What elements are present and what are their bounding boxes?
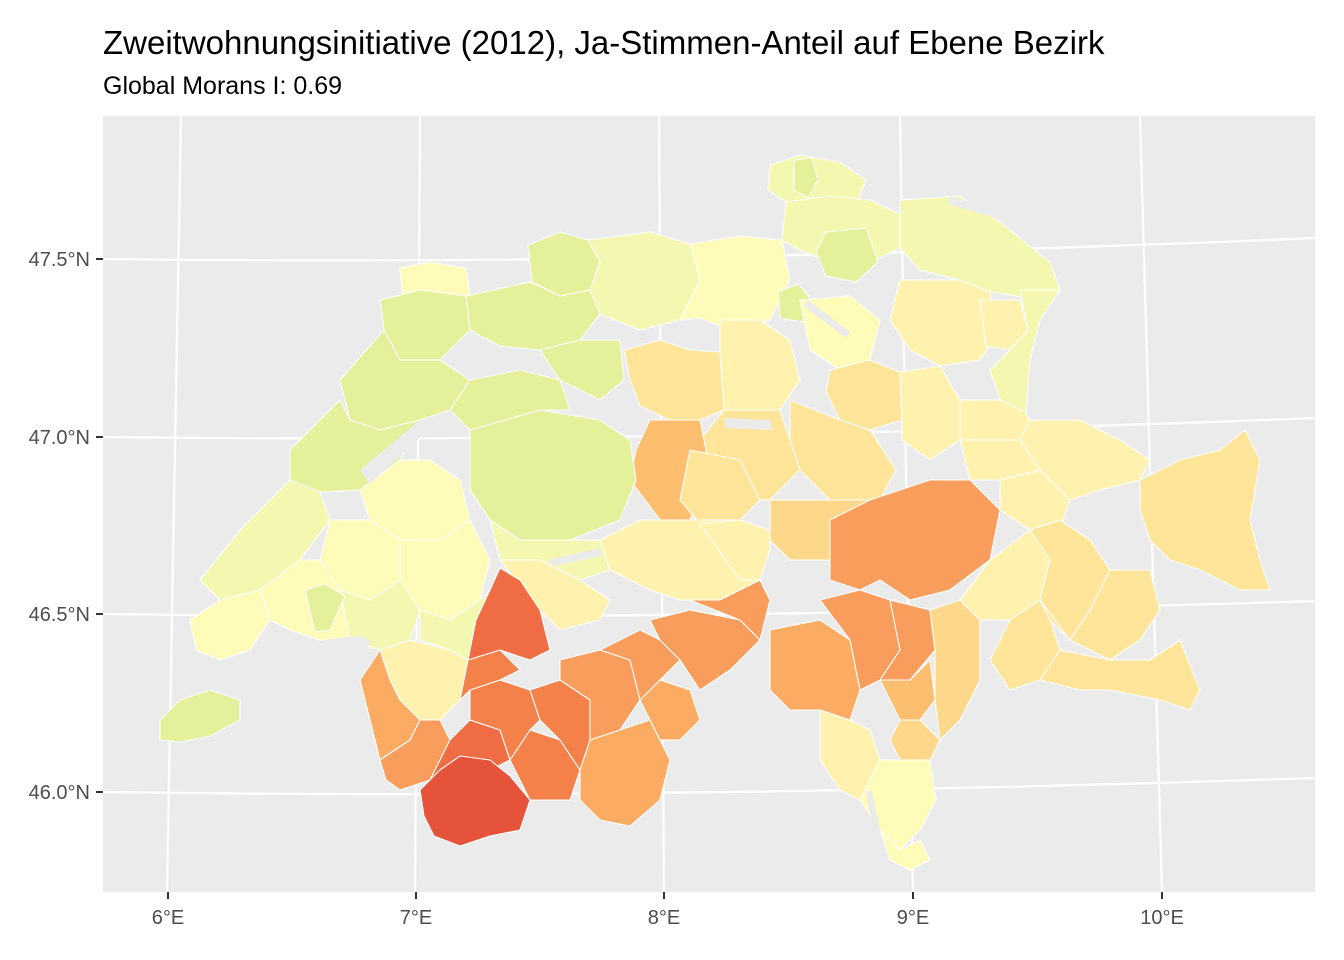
lake-maggiore: [866, 790, 880, 834]
region-sion: [469, 679, 541, 761]
region-schaffhausen-core: [793, 157, 819, 199]
y-label-46-0: 46.0°N: [29, 782, 90, 804]
region-zug-schwyz: [825, 359, 903, 431]
lake-zurich: [804, 300, 850, 338]
region-landquart: [1019, 419, 1151, 501]
region-maloja: [1039, 639, 1201, 711]
region-frutigen: [499, 559, 611, 631]
region-lausanne-saanen: [467, 567, 551, 661]
graticule-lat-46-0: [103, 776, 1315, 796]
region-oberhasli: [699, 519, 771, 581]
region-vaud-lake: [304, 583, 346, 633]
region-engiadina: [1039, 569, 1161, 661]
x-label-8: 8°E: [648, 907, 680, 929]
graticule-lon-6: [165, 116, 183, 892]
region-schwyz-march: [899, 365, 961, 461]
lake-constance: [948, 196, 1000, 218]
y-label-46-5: 46.5°N: [29, 604, 90, 626]
region-bern-mittelland: [469, 409, 637, 541]
lake-thun: [548, 548, 602, 566]
region-raron: [599, 629, 681, 701]
region-aargau-west: [587, 231, 701, 331]
y-label-47-5: 47.5°N: [29, 249, 90, 271]
x-label-9: 9°E: [897, 907, 929, 929]
x-label-7: 7°E: [400, 907, 432, 929]
region-lucerne: [623, 339, 725, 421]
axis-labels: 47.5°N 47.0°N 46.5°N 46.0°N 6°E 7°E 8°E …: [29, 249, 1184, 929]
map-title: Zweitwohnungsinitiative (2012), Ja-Stimm…: [103, 24, 1105, 61]
axis-ticks: [96, 258, 1163, 899]
y-label-47-0: 47.0°N: [29, 427, 90, 449]
region-visp: [579, 719, 671, 827]
region-brig: [639, 679, 701, 741]
region-valais-upper: [689, 579, 771, 641]
region-lugano: [879, 829, 931, 871]
region-inn: [1139, 429, 1271, 591]
lake-lucerne: [724, 418, 772, 430]
region-surselva: [829, 479, 1001, 601]
x-label-10: 10°E: [1140, 907, 1184, 929]
lake-geneva: [230, 636, 370, 690]
region-entremont: [419, 755, 531, 847]
lakes: [230, 196, 1000, 834]
region-seeland: [449, 369, 571, 431]
region-plessur: [959, 439, 1041, 481]
region-st-gallen-north: [889, 279, 1001, 367]
map-subtitle: Global Morans I: 0.69: [103, 72, 343, 100]
region-geneva: [159, 689, 241, 743]
region-solothurn: [465, 281, 601, 351]
x-label-6: 6°E: [152, 907, 184, 929]
region-nyon: [189, 589, 271, 661]
choropleth-regions: [159, 154, 1271, 871]
region-goms: [649, 609, 761, 691]
region-solothurn-east: [539, 339, 625, 401]
region-zurich-winterthur: [815, 227, 879, 283]
lake-neuchatel: [360, 420, 428, 484]
